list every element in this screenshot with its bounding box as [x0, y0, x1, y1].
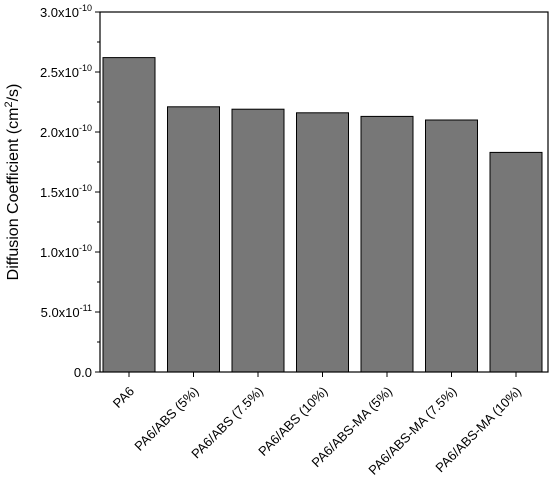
y-tick-label: 1.5x10-10	[40, 183, 92, 200]
y-tick-label: 2.5x10-10	[40, 63, 92, 80]
y-tick-label: 1.0x10-10	[40, 243, 92, 260]
bar	[296, 112, 349, 373]
y-tick-label: 3.0x10-10	[40, 3, 92, 20]
bar	[425, 119, 478, 373]
bar-series	[102, 57, 543, 373]
plot-frame	[99, 11, 549, 373]
bar	[167, 106, 220, 373]
y-tick-label: 0.0	[74, 365, 92, 380]
bar	[102, 57, 156, 373]
y-tick-label: 2.0x10-10	[40, 123, 92, 140]
y-axis-ticks: 0.0 5.0x10-11 1.0x10-10 1.5x10-10 2.0x10-10 2…	[40, 3, 100, 380]
x-tick-label: PA6	[110, 384, 137, 411]
x-tick-label: PA6/ABS (5%)	[131, 384, 201, 454]
y-axis-title: Diffusion Coefficient (cm2/s)	[3, 84, 22, 281]
bar	[489, 151, 543, 373]
bar	[231, 108, 285, 373]
y-tick-label: 5.0x10-11	[41, 303, 92, 320]
bar	[360, 115, 414, 373]
